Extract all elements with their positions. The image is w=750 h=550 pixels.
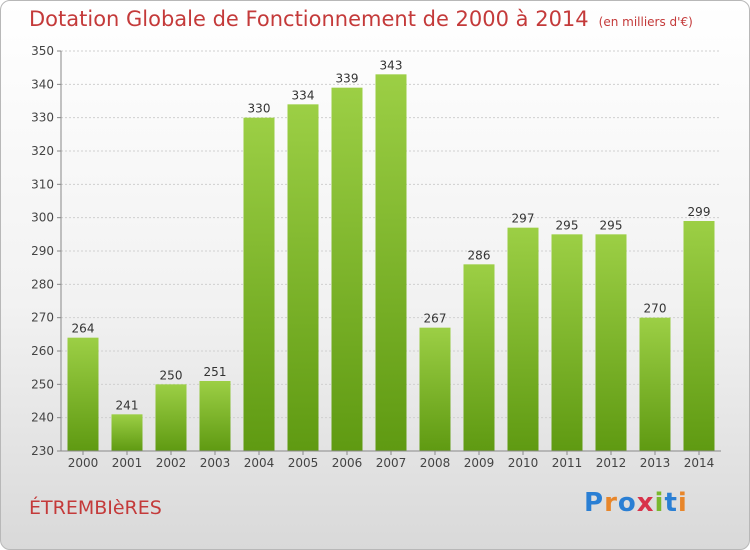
y-tick-label: 350 <box>31 44 54 58</box>
x-tick-label: 2013 <box>640 456 671 470</box>
y-tick-label: 300 <box>31 211 54 225</box>
y-tick-label: 270 <box>31 311 54 325</box>
data-label: 270 <box>644 302 667 316</box>
proxiti-logo: Proxiti <box>584 488 688 518</box>
data-label: 267 <box>424 312 447 326</box>
x-axis-ticks: 2000 2001 2002 2003 2004 2005 2006 2007 2008 2009… <box>68 451 715 470</box>
data-label: 295 <box>556 218 579 232</box>
data-label: 334 <box>292 88 315 102</box>
data-label: 343 <box>380 58 403 72</box>
data-labels: 264 241 250 251 330 334 339 343 267 286 297 295 295 2… <box>72 58 711 412</box>
y-tick-label: 280 <box>31 277 54 291</box>
x-tick-label: 2003 <box>200 456 231 470</box>
data-label: 264 <box>72 322 95 336</box>
y-tick-label: 330 <box>31 111 54 125</box>
bar-2005 <box>287 104 319 451</box>
data-label: 297 <box>512 212 535 226</box>
data-label: 295 <box>600 218 623 232</box>
y-tick-label: 310 <box>31 177 54 191</box>
data-label: 339 <box>336 72 359 86</box>
bars <box>67 74 715 452</box>
data-label: 241 <box>116 398 139 412</box>
bar-2013 <box>639 317 671 451</box>
bar-2001 <box>111 414 143 451</box>
y-tick-label: 260 <box>31 344 54 358</box>
bar-2008 <box>419 327 451 451</box>
x-tick-label: 2007 <box>376 456 407 470</box>
y-tick-label: 230 <box>31 444 54 458</box>
x-tick-label: 2005 <box>288 456 319 470</box>
data-label: 251 <box>204 365 227 379</box>
x-tick-label: 2002 <box>156 456 187 470</box>
bar-2004 <box>243 117 275 452</box>
bar-2011 <box>551 234 583 451</box>
x-tick-label: 2006 <box>332 456 363 470</box>
bar-2003 <box>199 381 231 451</box>
x-tick-label: 2014 <box>684 456 715 470</box>
y-tick-label: 320 <box>31 144 54 158</box>
bar-2002 <box>155 384 187 451</box>
y-tick-label: 340 <box>31 77 54 91</box>
bar-2000 <box>67 337 99 451</box>
bar-2010 <box>507 227 539 451</box>
y-axis-ticks: 230 240 250 260 270 280 290 300 310 320 330 340 350 <box>31 44 61 458</box>
bar-2014 <box>683 221 715 451</box>
bar-2012 <box>595 234 627 451</box>
y-tick-label: 290 <box>31 244 54 258</box>
x-tick-label: 2004 <box>244 456 275 470</box>
bar-2009 <box>463 264 495 451</box>
axes <box>60 51 721 452</box>
bar-2007 <box>375 74 407 451</box>
x-tick-label: 2010 <box>508 456 539 470</box>
town-name: ÉTREMBIèRES <box>29 497 162 519</box>
data-label: 286 <box>468 248 491 262</box>
chart-unit: (en milliers d'€) <box>598 15 693 29</box>
x-tick-label: 2009 <box>464 456 495 470</box>
y-tick-label: 250 <box>31 377 54 391</box>
data-label: 250 <box>160 368 183 382</box>
data-label: 299 <box>688 205 711 219</box>
x-tick-label: 2000 <box>68 456 99 470</box>
chart-title: Dotation Globale de Fonctionnement de 20… <box>29 7 693 31</box>
x-tick-label: 2008 <box>420 456 451 470</box>
x-tick-label: 2012 <box>596 456 627 470</box>
y-tick-label: 240 <box>31 411 54 425</box>
x-tick-label: 2011 <box>552 456 583 470</box>
bar-2006 <box>331 87 363 452</box>
data-label: 330 <box>248 102 271 116</box>
chart-title-text: Dotation Globale de Fonctionnement de 20… <box>29 7 589 31</box>
x-tick-label: 2001 <box>112 456 143 470</box>
